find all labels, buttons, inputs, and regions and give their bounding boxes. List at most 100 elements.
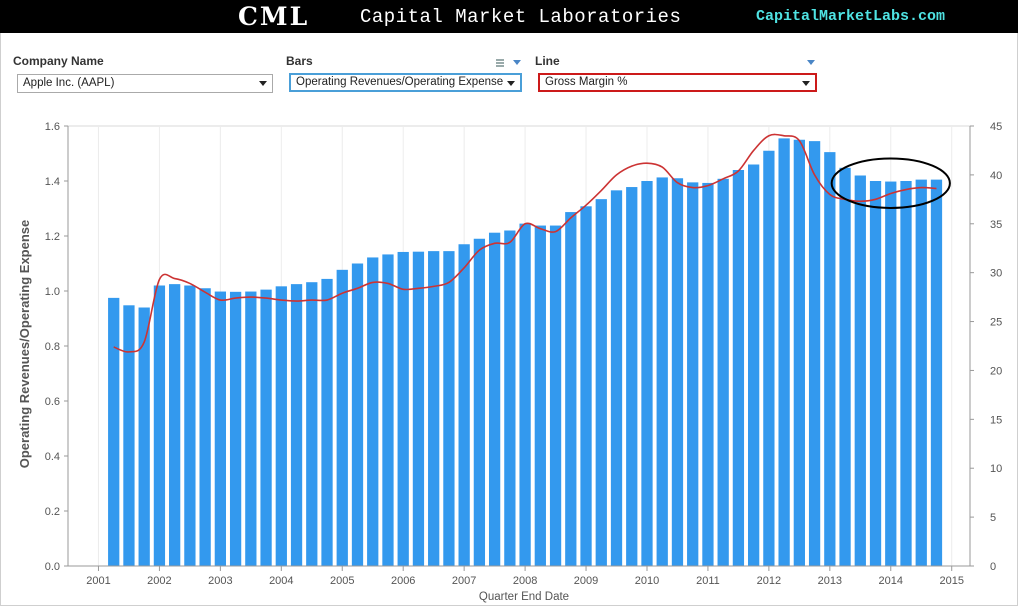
app-title: Capital Market Laboratories xyxy=(360,6,682,28)
bars-label: Bars xyxy=(286,54,313,68)
bar xyxy=(214,291,227,566)
y-tick-label: 1.6 xyxy=(45,121,60,133)
y2-tick-label: 0 xyxy=(990,561,996,573)
chevron-down-icon xyxy=(259,81,267,86)
x-tick-label: 2008 xyxy=(513,575,537,587)
bar xyxy=(367,257,379,566)
bar xyxy=(184,285,196,566)
chevron-down-icon xyxy=(802,81,810,86)
y2-tick-label: 20 xyxy=(990,365,1002,377)
x-tick-label: 2014 xyxy=(879,575,903,587)
chart-axes: 2001 2002 2003 2004 2005 2006 2007 2008 2009 2010… xyxy=(45,121,1003,587)
bar xyxy=(488,232,501,566)
bar xyxy=(626,187,638,567)
bar xyxy=(123,305,135,566)
bar xyxy=(549,225,562,567)
callout-ellipse xyxy=(830,157,951,209)
x-tick-label: 2010 xyxy=(635,575,659,587)
bar xyxy=(382,254,394,567)
y-tick-label: 1.4 xyxy=(45,176,60,188)
bar xyxy=(565,212,577,566)
x-tick-label: 2007 xyxy=(452,575,476,587)
y-tick-label: 0.2 xyxy=(45,506,60,518)
gross-margin-line xyxy=(113,133,937,353)
y2-tick-label: 30 xyxy=(990,268,1002,280)
site-link[interactable]: CapitalMarketLabs.com xyxy=(756,8,946,25)
x-tick-label: 2002 xyxy=(147,575,171,587)
y-tick-label: 0.0 xyxy=(45,561,60,573)
company-label: Company Name xyxy=(13,54,104,68)
menu-lines-icon[interactable] xyxy=(496,59,504,67)
bar xyxy=(656,177,668,567)
bar xyxy=(306,282,318,566)
y2-tick-label: 45 xyxy=(990,121,1002,133)
bar xyxy=(610,190,623,566)
bar xyxy=(702,182,714,567)
bar xyxy=(885,181,897,567)
bars-dropdown-arrow-icon[interactable] xyxy=(513,60,521,65)
bar xyxy=(473,238,486,566)
bar xyxy=(930,179,943,566)
x-tick-label: 2001 xyxy=(86,575,110,587)
bar xyxy=(458,244,470,566)
y2-tick-label: 15 xyxy=(990,414,1002,426)
bar xyxy=(915,179,927,566)
bar xyxy=(199,288,211,566)
chevron-down-icon xyxy=(507,81,515,86)
x-tick-label: 2005 xyxy=(330,575,354,587)
bar xyxy=(869,181,882,566)
bar xyxy=(412,251,425,567)
app-header: CML Capital Market Laboratories CapitalM… xyxy=(0,0,1018,33)
y2-tick-label: 35 xyxy=(990,219,1002,231)
y2-tick-label: 25 xyxy=(990,317,1002,329)
bar xyxy=(793,139,805,566)
bar xyxy=(108,297,120,566)
bar xyxy=(687,182,699,566)
bar xyxy=(321,278,333,566)
bar xyxy=(260,289,272,566)
y-tick-label: 1.0 xyxy=(45,286,60,298)
line-label: Line xyxy=(535,54,560,68)
y2-tick-label: 5 xyxy=(990,512,996,524)
bar xyxy=(641,181,653,566)
bar xyxy=(504,230,516,566)
line-dropdown-arrow-icon[interactable] xyxy=(807,60,815,65)
bar xyxy=(854,175,866,566)
bar xyxy=(900,181,912,566)
bar xyxy=(534,225,546,567)
bar xyxy=(748,164,760,566)
bar-series xyxy=(108,138,943,567)
bar xyxy=(519,223,531,566)
bar xyxy=(443,251,455,566)
line-select-value: Gross Margin % xyxy=(545,76,628,88)
bar xyxy=(824,152,836,566)
x-tick-label: 2013 xyxy=(818,575,842,587)
company-select[interactable]: Apple Inc. (AAPL) xyxy=(17,74,273,93)
y-axis-title: Operating Revenues/Operating Expense xyxy=(17,220,32,469)
bar xyxy=(763,150,775,566)
bar xyxy=(336,269,348,566)
bar xyxy=(245,291,257,566)
bar xyxy=(732,170,745,566)
y-tick-label: 0.4 xyxy=(45,451,60,463)
x-tick-label: 2004 xyxy=(269,575,293,587)
x-tick-label: 2011 xyxy=(696,575,720,587)
y2-tick-label: 10 xyxy=(990,463,1002,475)
bar xyxy=(428,251,440,566)
y-tick-label: 0.6 xyxy=(45,396,60,408)
bar xyxy=(169,284,181,566)
bar xyxy=(580,206,592,567)
x-tick-label: 2015 xyxy=(939,575,963,587)
bar xyxy=(808,141,821,566)
bar xyxy=(275,286,287,566)
bar xyxy=(671,178,684,566)
bar xyxy=(397,251,409,566)
bar xyxy=(839,167,851,567)
bars-select[interactable]: Operating Revenues/Operating Expense xyxy=(289,73,522,92)
line-select[interactable]: Gross Margin % xyxy=(538,73,817,92)
y2-tick-label: 40 xyxy=(990,170,1002,182)
x-axis-title: Quarter End Date xyxy=(479,591,569,603)
bar xyxy=(153,285,166,566)
bars-select-value: Operating Revenues/Operating Expense xyxy=(296,76,504,88)
